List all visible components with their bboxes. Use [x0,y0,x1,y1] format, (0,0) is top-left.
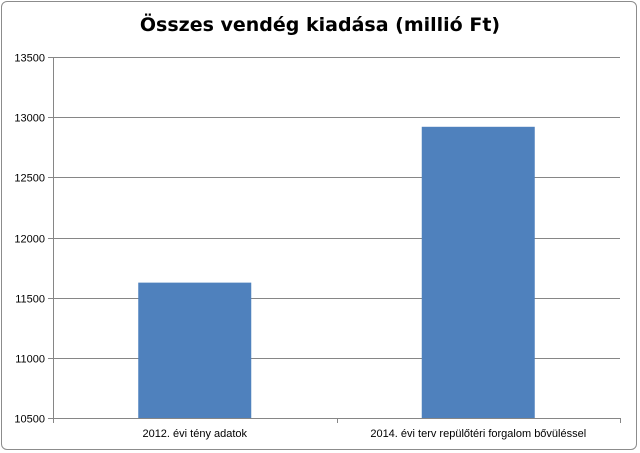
y-tick-label: 13000 [14,113,45,125]
y-tick-label: 12000 [14,234,45,246]
y-tick-label: 11000 [15,354,45,366]
bar [138,282,252,418]
y-tick-label: 11500 [15,294,45,306]
chart-title: Összes vendég kiadása (millió Ft) [139,14,501,36]
x-tick-label: 2012. évi tény adatok [142,428,247,440]
y-tick-label: 13500 [14,53,45,65]
bar [421,126,535,418]
y-tick-label: 12500 [14,173,45,185]
x-tick-label: 2014. évi terv repülőtéri forgalom bővül… [370,428,586,440]
y-tick-label: 10500 [14,414,45,426]
